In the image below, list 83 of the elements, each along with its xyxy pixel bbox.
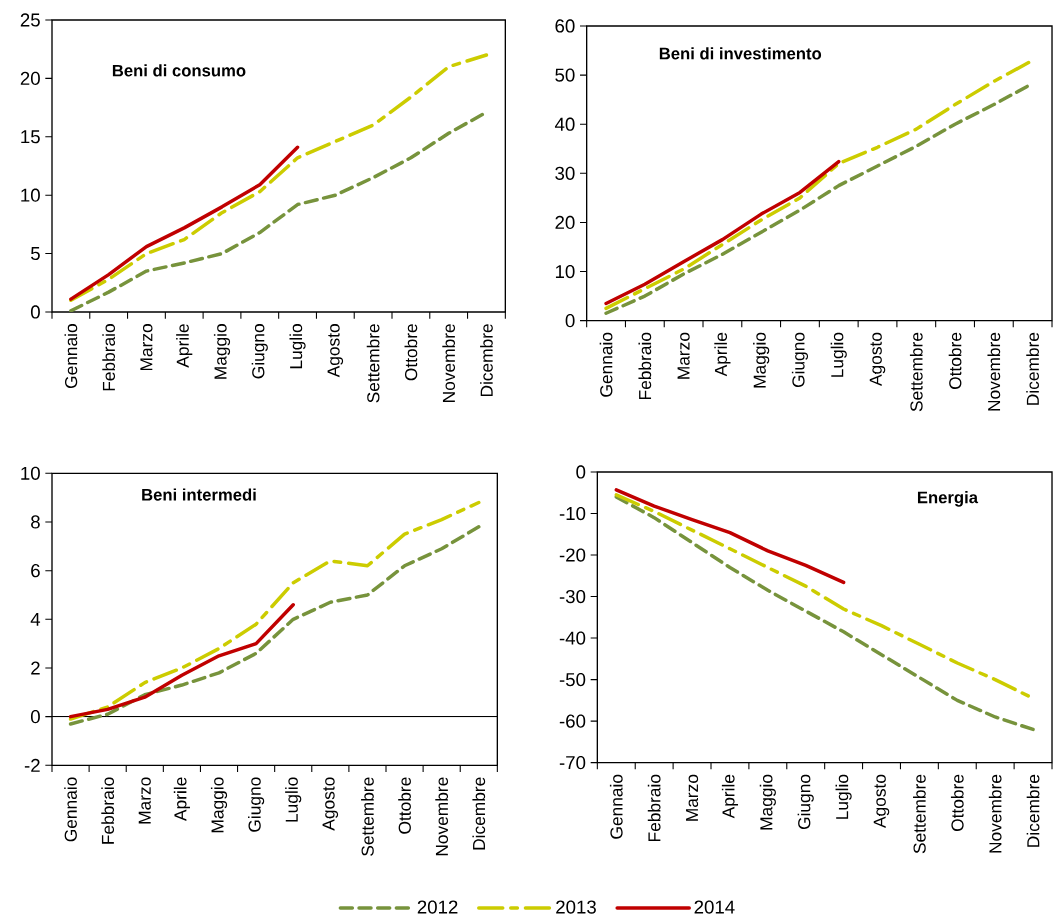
legend-label: 2012 [417,900,458,914]
x-tick-label: Luglio [830,332,847,377]
y-tick-label: -30 [559,590,586,604]
y-tick-label: 0 [30,710,40,724]
y-tick-label: 0 [565,314,575,328]
y-tick-label: 30 [555,166,575,181]
y-tick-label: 5 [30,247,40,261]
x-tick-label: Marzo [138,777,151,824]
x-tick-label: Novembre [988,774,1002,853]
y-tick-label: 25 [20,13,40,27]
text: Energia [917,491,979,507]
x-tick-label: Marzo [686,774,699,821]
y-tick-label: 15 [21,130,40,144]
x-tick-label: Dicembre [1026,774,1040,847]
y-tick-label: 10 [21,466,40,481]
y-tick-label: 2 [31,661,40,675]
x-tick-label: Maggio [210,777,228,833]
x-tick-label: Settembre [913,774,926,854]
x-tick-label: Giugno [797,774,814,830]
y-tick-label: -50 [559,673,586,687]
x-tick-label: Dicembre [480,324,493,397]
x-tick-label: Maggio [213,324,231,379]
y-tick-label: 20 [20,71,40,86]
y-tick-label: -2 [24,758,40,772]
x-tick-label: Marzo [677,332,690,379]
x-tick-label: Aprile [721,774,739,819]
y-tick-label: -40 [559,631,586,645]
x-tick-label: Maggio [753,332,770,388]
x-tick-label: Luglio [285,777,302,822]
x-tick-label: Febbraio [101,777,115,844]
x-tick-label: Gennaio [64,777,77,842]
y-tick-label: 20 [555,215,575,230]
x-tick-label: Gennaio [609,774,623,839]
x-tick-label: Novembre [442,324,456,402]
x-tick-label: Ottobre [398,777,411,834]
x-tick-label: Aprile [173,777,190,822]
y-tick-label: 10 [21,188,40,202]
x-tick-label: Agosto [869,332,886,387]
x-tick-label: Aprile [176,324,193,368]
x-tick-label: Febbraio [647,774,661,842]
x-tick-label: Agosto [327,324,344,378]
x-tick-label: Ottobre [950,774,964,832]
legend-label: 2013 [556,900,596,914]
y-tick-label: 6 [31,564,40,578]
x-tick-label: Settembre [366,324,380,403]
x-tick-label: Aprile [714,332,731,377]
x-tick-label: Luglio [835,774,852,819]
y-tick-label: 10 [555,264,575,279]
y-tick-label: -20 [559,548,586,562]
y-tick-label: 40 [554,117,575,131]
y-tick-label: 0 [576,465,586,479]
x-tick-label: Luglio [289,324,306,369]
x-tick-label: Marzo [140,324,153,371]
x-tick-label: Giugno [251,324,268,379]
x-tick-label: Gennaio [599,332,613,397]
y-tick-label: -60 [559,714,586,728]
x-tick-label: Giugno [791,332,809,388]
y-tick-label: -70 [559,756,586,770]
x-tick-label: Ottobre [948,332,962,390]
x-tick-label: Febbraio [638,332,652,400]
y-tick-label: 4 [30,612,41,626]
x-tick-label: Maggio [759,774,776,830]
legend-label: 2014 [694,900,735,914]
y-tick-label: 0 [30,305,40,319]
x-tick-label: Giugno [248,777,265,832]
x-tick-label: Febbraio [102,324,116,391]
x-tick-label: Dicembre [1026,332,1039,405]
text: Beni di investimento [659,47,822,60]
x-tick-label: Agosto [322,777,339,831]
x-tick-label: Agosto [873,774,890,829]
y-tick-label: 8 [31,515,40,529]
x-tick-label: Ottobre [404,324,418,381]
x-tick-label: Gennaio [64,324,78,389]
x-tick-label: Novembre [987,332,1001,411]
text: Beni di consumo [112,64,246,77]
y-tick-label: -10 [559,506,586,521]
text: Beni intermedi [142,488,256,501]
x-tick-label: Settembre [909,332,923,412]
y-tick-label: 50 [555,68,575,82]
x-tick-label: Dicembre [472,777,486,850]
y-tick-label: 60 [555,19,575,33]
x-tick-label: Settembre [361,777,374,856]
x-tick-label: Novembre [435,777,449,856]
